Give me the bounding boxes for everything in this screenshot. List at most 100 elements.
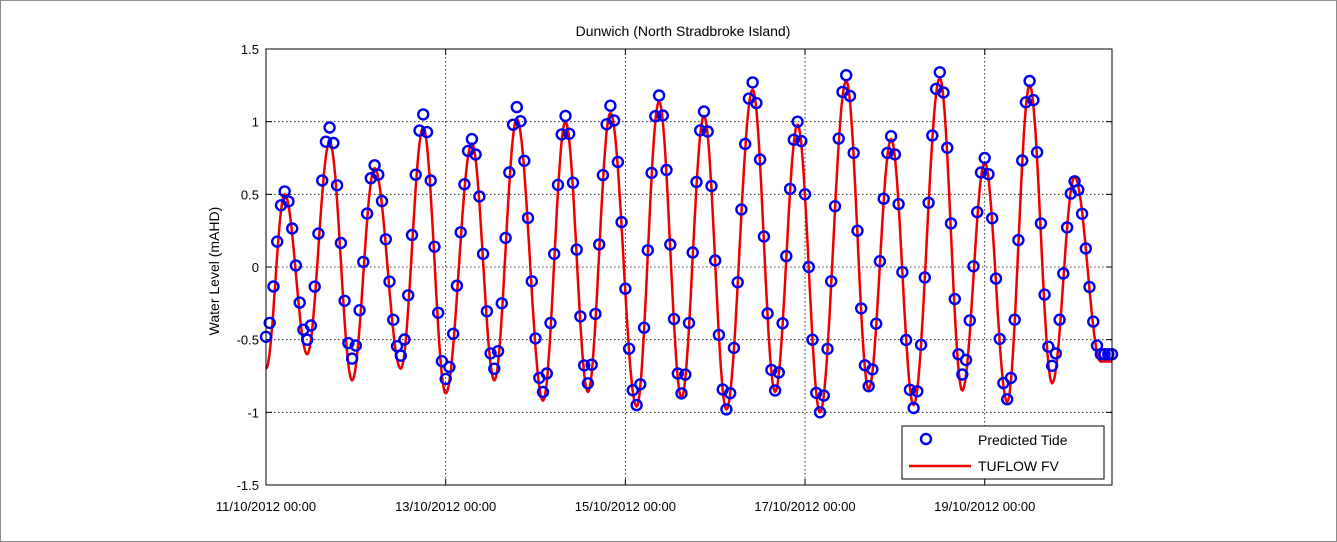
predicted-tide-point [540, 367, 553, 380]
predicted-tide-point [559, 109, 572, 123]
predicted-tide-point [357, 255, 370, 269]
predicted-tide-point [349, 339, 362, 352]
y-tick-label: 1 [252, 115, 259, 130]
predicted-tide-point [757, 230, 771, 243]
predicted-tide-point [420, 125, 434, 139]
predicted-tide-point [791, 115, 804, 128]
predicted-tide-point [701, 125, 714, 138]
predicted-tide-point [896, 265, 909, 279]
predicted-tide-point [488, 362, 501, 375]
predicted-tide-point [941, 141, 954, 155]
predicted-tide-point [1079, 242, 1093, 255]
predicted-tide-point [1045, 359, 1059, 372]
predicted-tide-point [1075, 207, 1089, 221]
predicted-tide-point [1012, 233, 1025, 247]
x-tick-label: 19/10/2012 00:00 [934, 499, 1035, 514]
predicted-tide-point [379, 233, 392, 246]
predicted-tide-point [330, 179, 344, 192]
predicted-tide-point [454, 226, 467, 239]
predicted-tide-point [405, 228, 419, 242]
predicted-tide-point [450, 279, 464, 292]
predicted-tide-point [682, 316, 696, 330]
predicted-tide-point [615, 215, 628, 229]
predicted-tide-point [739, 137, 752, 151]
predicted-tide-point [622, 342, 636, 355]
predicted-tide-point [712, 328, 726, 342]
predicted-tide-point [510, 100, 523, 114]
predicted-tide-point [959, 353, 973, 367]
y-tick-label: 1.5 [241, 42, 259, 57]
predicted-tide-point [518, 154, 531, 168]
predicted-tide-point [634, 378, 647, 391]
predicted-tide-point [656, 109, 669, 122]
predicted-tide-point [783, 182, 797, 196]
predicted-tide-point [899, 333, 913, 347]
predicted-tide-point [649, 109, 662, 123]
predicted-tide-point [312, 227, 325, 240]
predicted-tide-point [566, 176, 580, 189]
predicted-tide-point [1049, 347, 1063, 360]
predicted-tide-point [667, 312, 681, 326]
predicted-tide-point [948, 292, 961, 306]
predicted-tide-point [271, 235, 284, 248]
predicted-tide-point [866, 363, 879, 376]
predicted-tide-point [555, 128, 568, 141]
predicted-tide-point [1023, 74, 1036, 88]
predicted-tide-point [435, 355, 449, 368]
predicted-tide-point [323, 121, 336, 134]
predicted-tide-point [1072, 183, 1085, 197]
predicted-tide-point [637, 321, 651, 334]
predicted-tide-point [753, 153, 767, 166]
predicted-tide-point [705, 179, 718, 193]
predicted-tide-point [697, 105, 711, 118]
predicted-tide-point [1030, 145, 1044, 159]
predicted-tide-point [536, 385, 550, 399]
predicted-tide-point [334, 236, 348, 250]
predicted-tide-point [521, 211, 535, 225]
predicted-tide-point [884, 129, 898, 143]
legend-model-label: TUFLOW FV [978, 458, 1060, 474]
predicted-tide-point [469, 148, 482, 161]
predicted-tide-point [1057, 267, 1070, 280]
predicted-tide-point [619, 282, 632, 295]
predicted-tide-point [465, 132, 479, 146]
predicted-tide-point [989, 272, 1003, 285]
predicted-tide-point [918, 271, 931, 284]
predicted-tide-point [439, 372, 452, 386]
legend-box [901, 425, 1105, 480]
predicted-tide-point [308, 280, 321, 293]
legend-predicted-marker [919, 432, 933, 446]
predicted-tide-point [484, 347, 497, 360]
predicted-tide-point [873, 255, 887, 268]
predicted-tide-point [709, 254, 722, 267]
predicted-tide-point [1027, 93, 1040, 107]
predicted-tide-point [813, 406, 827, 419]
predicted-tide-point [671, 367, 684, 380]
predicted-tide-point [398, 333, 411, 346]
predicted-tide-point [903, 383, 917, 396]
predicted-tide-point [458, 178, 471, 191]
predicted-tide-point [548, 247, 561, 261]
predicted-tide-point [570, 243, 583, 256]
x-tick-label: 15/10/2012 00:00 [575, 499, 676, 514]
predicted-tide-point [720, 403, 733, 416]
predicted-tide-point [345, 352, 359, 365]
predicted-tide-point [645, 166, 658, 180]
predicted-tide-point [787, 133, 800, 146]
predicted-tide-point [810, 386, 823, 400]
predicted-tide-point [338, 294, 351, 307]
predicted-tide-point [944, 217, 958, 230]
predicted-tide-point [589, 307, 602, 321]
predicted-tide-point [1098, 348, 1111, 361]
predicted-tide-point [563, 127, 576, 141]
predicted-tide-point [840, 68, 853, 82]
predicted-tide-point [278, 185, 291, 198]
predicted-tide-point [578, 359, 591, 372]
predicted-tide-point [611, 155, 625, 169]
predicted-tide-point [956, 368, 969, 381]
predicted-tide-point [372, 168, 385, 181]
predicted-tide-point [342, 336, 355, 350]
predicted-tide-point [772, 366, 785, 379]
predicted-tide-point [607, 114, 621, 127]
predicted-tide-point [529, 332, 542, 345]
